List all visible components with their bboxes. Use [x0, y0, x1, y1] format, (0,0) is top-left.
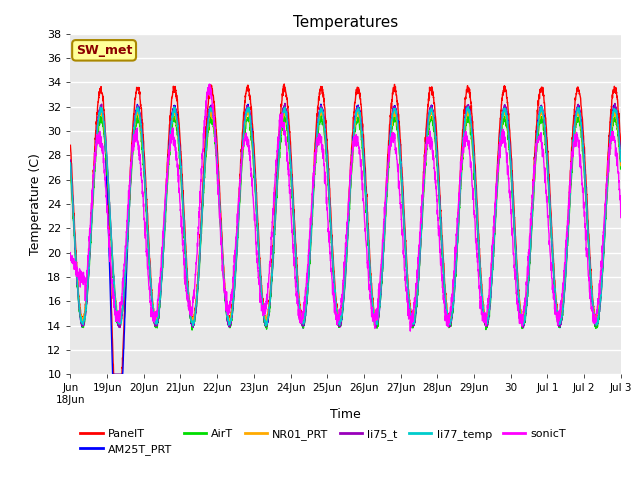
Legend: PanelT, AM25T_PRT, AirT, NR01_PRT, li75_t, li77_temp, sonicT: PanelT, AM25T_PRT, AirT, NR01_PRT, li75_… [76, 424, 571, 460]
Line: sonicT: sonicT [70, 84, 621, 331]
AM25T_PRT [129, 132, 137, 137]
li77_temp [189, 323, 196, 329]
li75_t [547, 224, 555, 229]
li77_temp [278, 117, 285, 123]
PanelT [278, 103, 285, 108]
li75_t [607, 133, 614, 139]
NR01_PRT [162, 201, 170, 206]
li77_temp [301, 310, 309, 315]
sonicT [301, 287, 309, 292]
li75_t [617, 159, 625, 165]
PanelT [617, 144, 625, 149]
li75_t [129, 136, 137, 142]
sonicT [406, 328, 414, 334]
AM25T_PRT [547, 225, 555, 230]
li75_t [301, 311, 309, 317]
AirT [188, 327, 196, 333]
li77_temp [617, 158, 625, 164]
Line: PanelT: PanelT [70, 84, 621, 374]
AM25T_PRT [617, 160, 625, 166]
sonicT [129, 140, 137, 145]
PanelT [280, 81, 288, 87]
sonicT [278, 121, 285, 127]
li77_temp [67, 160, 74, 166]
AM25T_PRT [109, 372, 116, 377]
AM25T_PRT [317, 101, 324, 107]
li77_temp [537, 104, 545, 109]
PanelT [162, 184, 170, 190]
li75_t [67, 157, 74, 163]
li77_temp [129, 135, 137, 141]
Line: AirT: AirT [70, 113, 621, 330]
li75_t [162, 201, 170, 207]
AirT [301, 310, 309, 315]
AM25T_PRT [301, 313, 309, 319]
Text: SW_met: SW_met [76, 44, 132, 57]
PanelT [302, 301, 310, 307]
Title: Temperatures: Temperatures [293, 15, 398, 30]
AirT [278, 126, 285, 132]
PanelT [110, 372, 118, 377]
PanelT [67, 143, 74, 148]
NR01_PRT [593, 319, 600, 325]
Line: AM25T_PRT: AM25T_PRT [70, 104, 621, 374]
li75_t [372, 325, 380, 331]
NR01_PRT [278, 123, 285, 129]
NR01_PRT [464, 107, 472, 113]
AirT [607, 144, 614, 149]
li75_t [281, 100, 289, 106]
li77_temp [162, 202, 170, 207]
NR01_PRT [607, 136, 614, 142]
sonicT [67, 250, 74, 255]
AirT [617, 166, 625, 172]
sonicT [607, 144, 614, 149]
AirT [162, 209, 170, 215]
li77_temp [607, 135, 614, 141]
AirT [129, 145, 137, 151]
Line: li77_temp: li77_temp [70, 107, 621, 326]
NR01_PRT [67, 161, 74, 167]
PanelT [547, 210, 555, 216]
Y-axis label: Temperature (C): Temperature (C) [29, 153, 42, 255]
sonicT [206, 81, 214, 87]
NR01_PRT [301, 307, 309, 312]
li75_t [278, 117, 285, 122]
PanelT [607, 115, 614, 120]
sonicT [162, 190, 170, 195]
AirT [67, 170, 74, 176]
PanelT [129, 117, 137, 123]
AM25T_PRT [162, 201, 170, 206]
sonicT [617, 215, 625, 220]
AirT [547, 227, 555, 233]
X-axis label: Time: Time [330, 408, 361, 421]
AM25T_PRT [278, 115, 285, 120]
AM25T_PRT [607, 132, 614, 138]
li77_temp [547, 221, 555, 227]
Line: li75_t: li75_t [70, 103, 621, 328]
NR01_PRT [547, 220, 555, 226]
Line: NR01_PRT: NR01_PRT [70, 110, 621, 322]
sonicT [547, 260, 555, 265]
AirT [464, 110, 472, 116]
NR01_PRT [129, 137, 137, 143]
AM25T_PRT [67, 161, 74, 167]
NR01_PRT [617, 163, 625, 168]
